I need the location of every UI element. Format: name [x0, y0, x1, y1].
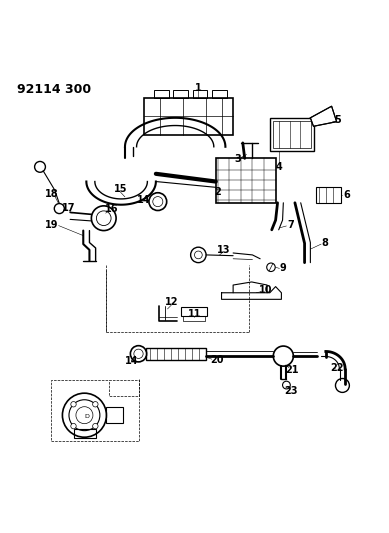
Circle shape	[273, 346, 293, 366]
Circle shape	[130, 346, 147, 362]
Circle shape	[153, 197, 163, 207]
Text: 15: 15	[114, 184, 127, 194]
Text: D: D	[84, 414, 89, 419]
Text: 11: 11	[188, 309, 201, 319]
Circle shape	[96, 211, 111, 225]
Circle shape	[194, 251, 202, 259]
Bar	[193, 90, 207, 99]
Polygon shape	[310, 106, 336, 126]
Circle shape	[71, 401, 76, 407]
Text: 19: 19	[45, 220, 58, 230]
Text: 9: 9	[280, 263, 287, 273]
Circle shape	[335, 378, 349, 392]
Circle shape	[191, 247, 206, 263]
Bar	[51, 380, 139, 441]
Text: 5: 5	[334, 115, 341, 125]
Text: 16: 16	[105, 204, 118, 214]
Bar	[273, 121, 311, 148]
Bar	[144, 99, 233, 135]
Circle shape	[93, 401, 98, 407]
Circle shape	[282, 381, 290, 389]
Text: 18: 18	[45, 189, 58, 199]
Bar	[107, 407, 123, 423]
Text: 12: 12	[165, 297, 179, 307]
Text: 21: 21	[285, 365, 299, 375]
Circle shape	[62, 393, 107, 437]
Bar	[212, 90, 226, 99]
Circle shape	[93, 423, 98, 429]
Bar	[270, 118, 314, 151]
Text: 1: 1	[195, 83, 202, 93]
Text: 23: 23	[284, 386, 298, 396]
Bar	[173, 90, 188, 99]
Text: 13: 13	[217, 245, 230, 255]
Bar	[216, 158, 276, 203]
Text: 14: 14	[125, 356, 139, 366]
Text: 3: 3	[235, 154, 241, 164]
Bar	[181, 308, 207, 316]
Circle shape	[267, 263, 275, 271]
Text: 22: 22	[331, 362, 344, 373]
Circle shape	[54, 204, 64, 214]
Text: 6: 6	[344, 190, 350, 200]
Circle shape	[91, 206, 116, 231]
Bar	[316, 187, 341, 203]
Circle shape	[71, 423, 76, 429]
Text: 17: 17	[62, 203, 76, 213]
Text: 20: 20	[210, 355, 224, 365]
Text: 2: 2	[214, 187, 221, 197]
Bar	[74, 429, 96, 438]
Text: 8: 8	[322, 238, 328, 248]
Circle shape	[69, 400, 100, 431]
Circle shape	[35, 161, 46, 172]
Bar	[154, 90, 168, 99]
Text: 7: 7	[287, 220, 294, 230]
Text: 92114 300: 92114 300	[17, 83, 91, 96]
Circle shape	[76, 407, 93, 424]
Text: 4: 4	[275, 162, 282, 172]
Bar	[146, 348, 206, 360]
Text: 14: 14	[137, 195, 150, 205]
Circle shape	[149, 193, 167, 211]
Circle shape	[134, 349, 143, 358]
Text: 10: 10	[259, 286, 273, 295]
